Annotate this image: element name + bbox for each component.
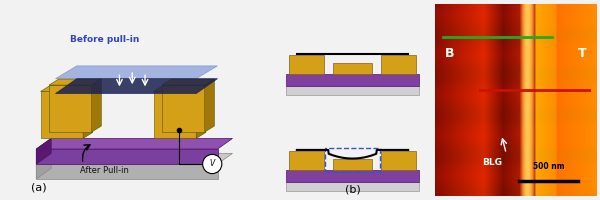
Text: Before pull-in: Before pull-in	[70, 35, 139, 44]
Bar	[381, 55, 416, 74]
Text: After Pull-in: After Pull-in	[80, 166, 129, 175]
Text: B: B	[445, 47, 454, 60]
Bar	[334, 63, 371, 74]
Polygon shape	[196, 85, 206, 138]
Bar	[289, 55, 324, 74]
Bar	[286, 86, 419, 95]
Bar	[289, 151, 324, 170]
Text: T: T	[578, 47, 586, 60]
Bar	[286, 74, 419, 86]
Text: BLG: BLG	[482, 158, 502, 167]
Circle shape	[203, 154, 222, 174]
Polygon shape	[49, 85, 92, 132]
Polygon shape	[205, 79, 214, 132]
Polygon shape	[154, 85, 206, 91]
Bar	[381, 151, 416, 170]
Text: 500 nm: 500 nm	[533, 162, 564, 171]
Polygon shape	[162, 79, 214, 85]
Polygon shape	[49, 79, 101, 85]
Bar	[286, 170, 419, 182]
Polygon shape	[55, 66, 218, 79]
Bar	[334, 159, 371, 170]
Polygon shape	[162, 85, 205, 132]
Text: V: V	[209, 160, 215, 168]
Polygon shape	[36, 138, 232, 149]
Polygon shape	[55, 79, 218, 94]
Text: (b): (b)	[344, 184, 361, 194]
Polygon shape	[41, 85, 93, 91]
Polygon shape	[154, 91, 196, 138]
Polygon shape	[36, 149, 218, 164]
Polygon shape	[36, 153, 51, 179]
Polygon shape	[92, 79, 101, 132]
Polygon shape	[36, 153, 232, 164]
Polygon shape	[36, 164, 218, 179]
Bar	[286, 182, 419, 191]
Bar	[325, 148, 380, 172]
Polygon shape	[41, 91, 83, 138]
Polygon shape	[36, 138, 51, 164]
Polygon shape	[83, 85, 93, 138]
Text: (a): (a)	[31, 183, 47, 193]
